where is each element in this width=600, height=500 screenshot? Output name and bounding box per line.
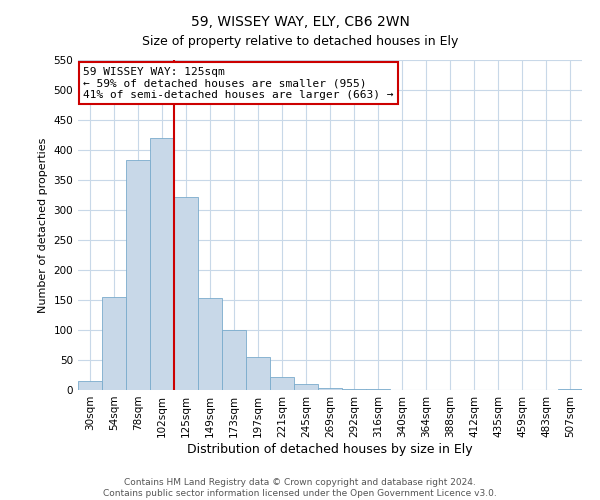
Bar (102, 297, 126, 390)
Bar (246, 357, 270, 390)
Bar (126, 160, 150, 390)
Bar (78, 381, 102, 390)
Text: 59, WISSEY WAY, ELY, CB6 2WN: 59, WISSEY WAY, ELY, CB6 2WN (191, 15, 409, 29)
Bar (174, 197, 198, 390)
X-axis label: Distribution of detached houses by size in Ely: Distribution of detached houses by size … (187, 442, 473, 456)
Bar (150, 138, 174, 390)
Text: Size of property relative to detached houses in Ely: Size of property relative to detached ho… (142, 35, 458, 48)
Text: Contains HM Land Registry data © Crown copyright and database right 2024.
Contai: Contains HM Land Registry data © Crown c… (103, 478, 497, 498)
Bar (198, 298, 222, 390)
Bar (270, 377, 294, 390)
Bar (294, 384, 318, 390)
Bar (558, 389, 582, 390)
Text: 59 WISSEY WAY: 125sqm
← 59% of detached houses are smaller (955)
41% of semi-det: 59 WISSEY WAY: 125sqm ← 59% of detached … (83, 66, 394, 100)
Y-axis label: Number of detached properties: Number of detached properties (38, 138, 48, 312)
Bar (318, 388, 342, 390)
Bar (222, 330, 246, 390)
